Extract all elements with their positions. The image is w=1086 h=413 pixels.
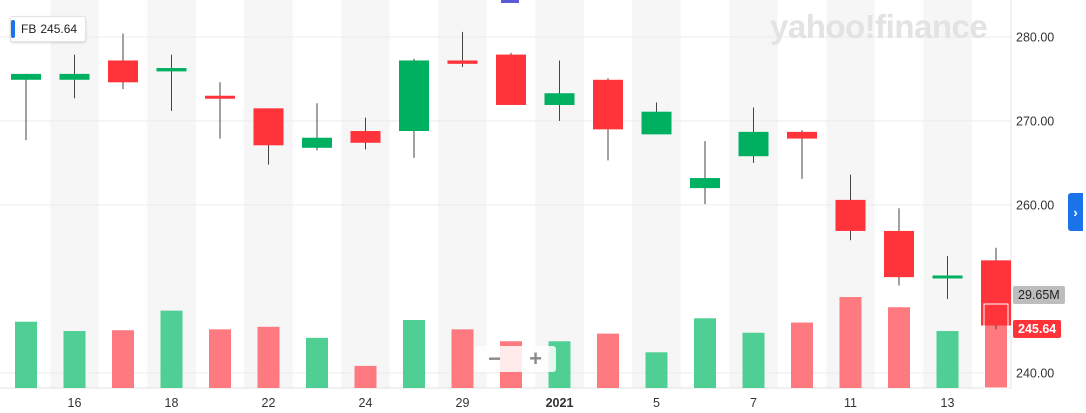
candle-body — [253, 108, 284, 146]
candle-body — [690, 178, 720, 189]
zoom-controls: − + — [474, 346, 556, 372]
symbol-color-bar — [11, 20, 15, 38]
day-band — [729, 0, 778, 388]
yahoo-finance-logo: yahoo!finance — [770, 8, 988, 45]
volume-bar — [160, 310, 183, 388]
y-tick-label: 260.00 — [1016, 198, 1054, 212]
x-tick-label: 11 — [844, 396, 857, 410]
volume-bar — [742, 332, 765, 388]
day-bands — [50, 0, 972, 388]
candle-body — [738, 131, 769, 157]
volume-bar — [451, 329, 474, 388]
candle-body — [496, 54, 526, 105]
volume-bar — [694, 318, 716, 388]
candle-body — [350, 131, 381, 143]
hover-outline — [983, 303, 1009, 389]
candle-body — [59, 73, 90, 80]
candle-body — [544, 93, 575, 105]
y-tick-label: 240.00 — [1016, 366, 1054, 380]
x-tick-label: 5 — [653, 396, 660, 410]
y-axis-ticks: 280.00 270.00 260.00 240.00 — [1016, 30, 1054, 380]
x-tick-label: 22 — [262, 396, 276, 410]
candle-body — [399, 60, 429, 132]
symbol-ticker: FB — [21, 22, 37, 36]
volume-bar — [403, 320, 425, 388]
volume-bar — [839, 297, 862, 388]
candle-body — [932, 275, 963, 279]
x-tick-label: 13 — [941, 396, 955, 410]
y-tick-label: 270.00 — [1016, 114, 1054, 128]
last-price-tag: 245.64 — [1013, 320, 1062, 338]
top-scroll-marker[interactable] — [501, 0, 519, 3]
y-tick-label: 280.00 — [1016, 30, 1054, 44]
candle-body — [884, 230, 914, 278]
zoom-out-button[interactable]: − — [488, 346, 501, 371]
candle-body — [835, 199, 866, 231]
candle-body — [205, 95, 235, 99]
day-band — [341, 0, 390, 388]
volume-bars — [15, 297, 1007, 388]
x-tick-label: 18 — [165, 396, 179, 410]
day-band — [535, 0, 584, 388]
volume-bar — [354, 365, 377, 388]
volume-bar — [15, 321, 37, 388]
volume-bar — [209, 329, 231, 388]
volume-bar — [306, 337, 328, 388]
x-tick-label: 29 — [456, 396, 470, 410]
candle-body — [787, 131, 817, 139]
day-band — [923, 0, 972, 388]
volume-bar — [597, 333, 619, 388]
x-tick-label: 24 — [359, 396, 373, 410]
volume-bar — [936, 331, 959, 388]
volume-tag: 29.65M — [1013, 286, 1065, 304]
candle-body — [641, 111, 672, 135]
x-tick-label: 7 — [750, 396, 757, 410]
zoom-in-button[interactable]: + — [529, 346, 542, 371]
expand-panel-button[interactable]: › — [1068, 193, 1083, 231]
volume-bar — [888, 307, 910, 388]
candle-body — [156, 68, 187, 72]
volume-bar — [645, 352, 668, 388]
candle-body — [108, 60, 138, 83]
x-axis-ticks: 16 18 22 24 29 2021 5 7 11 13 — [68, 396, 955, 410]
candle-body — [593, 79, 623, 130]
volume-bar — [63, 331, 86, 388]
volume-bar — [112, 330, 134, 388]
symbol-badge[interactable]: FB 245.64 — [10, 16, 87, 42]
candles — [11, 31, 1011, 389]
day-band — [632, 0, 681, 388]
candle-body — [981, 260, 1011, 326]
symbol-price: 245.64 — [40, 22, 78, 36]
x-tick-label: 2021 — [546, 396, 574, 410]
volume-bar — [257, 326, 280, 388]
x-tick-label: 16 — [68, 396, 82, 410]
candle-body — [447, 60, 478, 64]
day-band — [244, 0, 293, 388]
volume-bar — [791, 322, 813, 388]
candle-body — [11, 73, 41, 80]
candle-body — [302, 137, 332, 148]
